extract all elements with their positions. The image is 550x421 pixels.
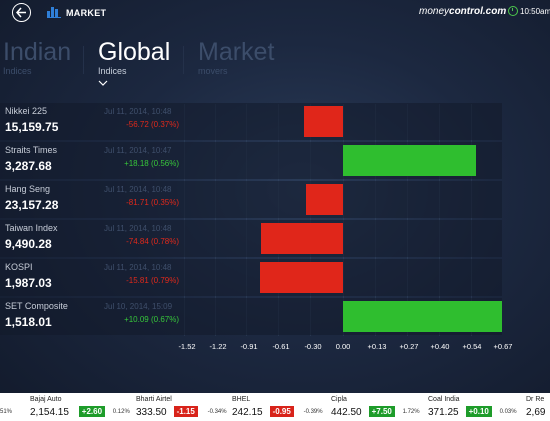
- tab-divider: [183, 46, 184, 74]
- ticker-change-badge: -1.15: [174, 406, 198, 417]
- index-name: Nikkei 225: [5, 106, 47, 116]
- index-change: -74.84 (0.78%): [126, 237, 179, 246]
- ticker-change-badge: +2.60: [79, 406, 105, 417]
- change-bar: [343, 145, 476, 176]
- index-name: Hang Seng: [5, 184, 50, 194]
- x-tick-label: +0.27: [394, 342, 424, 351]
- ticker-price: 2,154.15: [30, 407, 69, 418]
- x-tick-label: 0.00: [328, 342, 358, 351]
- section-title: MARKET: [66, 8, 106, 18]
- x-tick-label: +0.40: [425, 342, 455, 351]
- index-timestamp: Jul 11, 2014, 10:48: [104, 224, 171, 233]
- index-change: +10.09 (0.67%): [124, 315, 179, 324]
- index-value: 3,287.68: [5, 159, 52, 173]
- ticker-price: 442.50: [331, 407, 362, 418]
- ticker-stock-name: Dr Re: [526, 396, 544, 403]
- tab-title: Global: [98, 38, 170, 66]
- index-change: -56.72 (0.37%): [126, 120, 179, 129]
- current-time: 10:50am: [520, 7, 550, 16]
- ticker-change-badge: +0.10: [466, 406, 492, 417]
- stock-ticker: 51% Bajaj Auto 2,154.15 +2.60 0.12% Bharti A…: [0, 393, 550, 421]
- change-bar: [343, 301, 502, 332]
- ticker-change-badge: +7.50: [369, 406, 395, 417]
- x-tick-label: +0.13: [362, 342, 392, 351]
- top-bar: MARKET moneycontrol.com 10:50am: [0, 0, 550, 26]
- index-row[interactable]: Nikkei 225 15,159.75 Jul 11, 2014, 10:48 -5…: [0, 103, 502, 140]
- index-timestamp: Jul 10, 2014, 15:09: [104, 302, 172, 311]
- market-bars-icon: [47, 6, 61, 18]
- ticker-stock-name: BHEL: [232, 396, 250, 403]
- index-row[interactable]: Hang Seng 23,157.28 Jul 11, 2014, 10:48 -81…: [0, 181, 502, 218]
- index-row[interactable]: KOSPI 1,987.03 Jul 11, 2014, 10:48 -15.81 (…: [0, 259, 502, 296]
- ticker-price: 333.50: [136, 407, 167, 418]
- index-value: 9,490.28: [5, 237, 52, 251]
- chevron-down-icon[interactable]: [98, 80, 108, 86]
- change-bar: [304, 106, 343, 137]
- ticker-price: 242.15: [232, 407, 263, 418]
- tab-global-indices[interactable]: Global Indices: [98, 38, 170, 76]
- change-bar: [260, 262, 343, 293]
- index-row[interactable]: Straits Times 3,287.68 Jul 11, 2014, 10:47…: [0, 142, 502, 179]
- index-row[interactable]: Taiwan Index 9,490.28 Jul 11, 2014, 10:48 -…: [0, 220, 502, 257]
- ticker-pct: -0.34%: [208, 409, 227, 415]
- tab-subtitle: movers: [198, 66, 274, 76]
- tab-indian-indices[interactable]: Indian Indices: [3, 38, 71, 76]
- change-bar: [306, 184, 343, 215]
- ticker-stock-name: Coal India: [428, 396, 460, 403]
- ticker-pct: 1.72%: [403, 409, 420, 415]
- tab-market-movers[interactable]: Market movers: [198, 38, 274, 76]
- x-tick-label: -0.30: [298, 342, 328, 351]
- tab-title: Indian: [3, 38, 71, 66]
- index-timestamp: Jul 11, 2014, 10:48: [104, 263, 171, 272]
- index-value: 15,159.75: [5, 120, 58, 134]
- x-tick-label: -1.52: [172, 342, 202, 351]
- ticker-price: 2,69: [526, 407, 545, 418]
- ticker-pct: 51%: [0, 409, 12, 415]
- index-value: 1,518.01: [5, 315, 52, 329]
- index-name: Taiwan Index: [5, 223, 58, 233]
- tab-title: Market: [198, 38, 274, 66]
- ticker-change-badge: -0.95: [270, 406, 294, 417]
- x-tick-label: +0.67: [488, 342, 518, 351]
- change-bar: [261, 223, 343, 254]
- ticker-stock-name: Bajaj Auto: [30, 396, 62, 403]
- index-name: KOSPI: [5, 262, 33, 272]
- back-arrow-icon[interactable]: [12, 3, 31, 22]
- ticker-pct: 0.03%: [500, 409, 517, 415]
- index-value: 23,157.28: [5, 198, 58, 212]
- index-timestamp: Jul 11, 2014, 10:48: [104, 107, 171, 116]
- ticker-stock-name: Bharti Airtel: [136, 396, 172, 403]
- index-change: +18.18 (0.56%): [124, 159, 179, 168]
- tab-subtitle: Indices: [3, 66, 71, 76]
- brand-logo[interactable]: moneycontrol.com: [419, 6, 506, 17]
- index-value: 1,987.03: [5, 276, 52, 290]
- x-tick-label: -0.91: [234, 342, 264, 351]
- x-tick-label: -0.61: [266, 342, 296, 351]
- tab-divider: [83, 46, 84, 74]
- ticker-stock-name: Cipla: [331, 396, 347, 403]
- clock-icon: [508, 6, 518, 16]
- index-change: -81.71 (0.35%): [126, 198, 179, 207]
- ticker-pct: -0.39%: [304, 409, 323, 415]
- index-timestamp: Jul 11, 2014, 10:48: [104, 185, 171, 194]
- index-name: Straits Times: [5, 145, 57, 155]
- tab-subtitle: Indices: [98, 66, 170, 76]
- index-change: -15.81 (0.79%): [126, 276, 179, 285]
- ticker-price: 371.25: [428, 407, 459, 418]
- ticker-pct: 0.12%: [113, 409, 130, 415]
- index-timestamp: Jul 11, 2014, 10:47: [104, 146, 171, 155]
- index-name: SET Composite: [5, 301, 68, 311]
- x-tick-label: -1.22: [203, 342, 233, 351]
- index-row[interactable]: SET Composite 1,518.01 Jul 10, 2014, 15:09…: [0, 298, 502, 335]
- x-tick-label: +0.54: [457, 342, 487, 351]
